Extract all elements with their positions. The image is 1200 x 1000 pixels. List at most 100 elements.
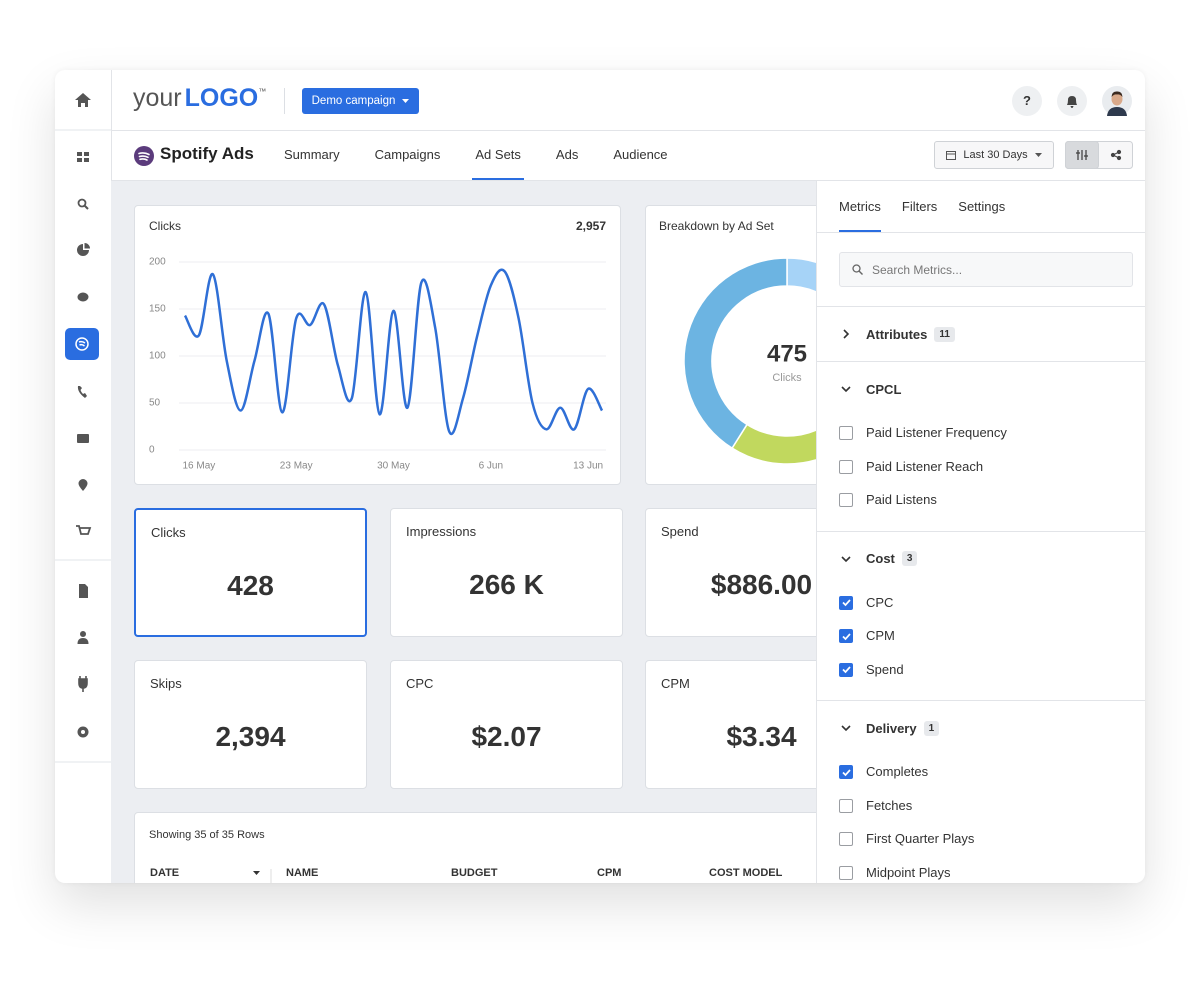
column-header[interactable]: COST MODEL — [709, 867, 783, 879]
share-button[interactable] — [1110, 149, 1122, 161]
metric-value: $2.07 — [471, 721, 542, 752]
dashboard-icon[interactable] — [77, 152, 89, 162]
metric-label: Skips — [150, 676, 182, 691]
metric-option[interactable]: Midpoint Plays — [866, 864, 951, 880]
metric-option[interactable]: Completes — [866, 764, 929, 779]
phone-icon[interactable] — [77, 386, 87, 398]
chevron[interactable] — [840, 722, 852, 734]
help-button[interactable]: ? — [1012, 86, 1042, 116]
search-icon[interactable] — [77, 198, 89, 210]
metric-option[interactable]: Paid Listens — [866, 492, 937, 507]
check-shape — [841, 666, 851, 674]
center-label: Clicks — [772, 372, 802, 384]
donut-segment — [786, 257, 816, 293]
metric-value: 428 — [227, 570, 274, 601]
x-tick-label: 13 Jun — [573, 461, 603, 472]
checkbox[interactable] — [839, 765, 853, 779]
chevron[interactable] — [840, 553, 852, 565]
chevron-shape — [843, 329, 850, 339]
brand: Spotify Ads — [160, 144, 254, 163]
column-header[interactable]: NAME — [286, 867, 319, 879]
nav-tab[interactable]: Campaigns — [374, 147, 441, 162]
user-icon[interactable] — [77, 631, 89, 644]
location-icon[interactable] — [78, 479, 88, 491]
search-box[interactable]: Search Metrics... — [839, 252, 1133, 287]
checkbox[interactable] — [839, 426, 853, 440]
metric-option[interactable]: CPM — [866, 628, 895, 643]
campaign-button[interactable]: Demo campaign — [302, 88, 419, 114]
section-header[interactable]: Cost 3 — [866, 550, 918, 568]
checkbox[interactable] — [839, 798, 853, 813]
view-buttons — [1065, 141, 1133, 169]
metric-value: 266 K — [469, 569, 544, 600]
metric-label: Clicks — [151, 525, 186, 540]
section-name: Delivery — [866, 720, 917, 736]
metric-option[interactable]: Paid Listener Reach — [866, 458, 984, 474]
nav-tab[interactable]: Ad Sets — [472, 130, 524, 180]
section-count: 3 — [901, 551, 918, 566]
logo-text: your — [133, 84, 182, 112]
column-header[interactable]: BUDGET — [451, 867, 498, 879]
chat-icon[interactable] — [77, 292, 89, 302]
checkbox[interactable] — [839, 493, 853, 507]
metric-label: CPM — [661, 676, 690, 691]
checkbox[interactable] — [839, 865, 853, 880]
metrics-panel: Metrics Filters Settings Search Metrics...… — [816, 181, 1145, 883]
x-tick-label: 23 May — [280, 461, 313, 472]
checkbox[interactable] — [839, 459, 853, 474]
check-mark — [841, 632, 851, 640]
metric-label: Impressions — [406, 524, 477, 539]
date-range-button[interactable]: Last 30 Days — [934, 141, 1054, 169]
metric-card[interactable]: Clicks 428 — [134, 508, 367, 637]
metric-option[interactable]: Fetches — [866, 797, 913, 813]
checkbox[interactable] — [839, 595, 853, 610]
date-range: Last 30 Days — [963, 149, 1028, 161]
mail-icon[interactable] — [77, 434, 89, 443]
panel-tab[interactable]: Metrics — [839, 181, 881, 232]
nav-tab[interactable]: Audience — [613, 147, 668, 162]
file-icon[interactable] — [79, 584, 88, 598]
metric-card[interactable]: Impressions 266 K — [390, 508, 623, 637]
sort-control[interactable] — [253, 869, 277, 883]
panel-tab[interactable]: Filters — [901, 199, 938, 214]
integrations-icon[interactable] — [78, 676, 88, 692]
settings-icon[interactable] — [77, 726, 89, 738]
metric-option[interactable]: Spend — [866, 661, 904, 677]
caret — [402, 99, 410, 103]
y-tick-label: 50 — [149, 398, 161, 409]
panel-tab[interactable]: Settings — [958, 199, 1006, 214]
line-chart: Clicks 2,957 0 50 100 150 200 16 May 23 May 30 … — [149, 219, 606, 472]
home-icon[interactable] — [75, 93, 91, 107]
metric-card[interactable]: CPM $3.34 — [645, 660, 816, 789]
metric-label: Spend — [661, 524, 699, 539]
column-header[interactable]: DATE — [150, 867, 180, 879]
row-count: Showing 35 of 35 Rows — [149, 829, 265, 841]
checkbox[interactable] — [839, 662, 853, 677]
section-header[interactable]: Delivery 1 — [866, 719, 940, 737]
section-header[interactable]: Attributes 11 — [866, 325, 955, 343]
checkbox[interactable] — [839, 629, 853, 643]
nav-tab[interactable]: Summary — [284, 147, 340, 162]
nav-tab[interactable]: Ads — [555, 147, 579, 162]
check-shape — [841, 768, 851, 776]
metric-card[interactable]: Spend $886.00 — [645, 508, 816, 637]
metric-option[interactable]: First Quarter Plays — [866, 831, 975, 846]
metric-card[interactable]: Skips 2,394 — [134, 660, 367, 789]
notifications-button[interactable] — [1057, 86, 1087, 116]
section-header[interactable]: CPCL — [866, 380, 901, 398]
chevron[interactable] — [840, 383, 852, 395]
metric-option[interactable]: CPC — [866, 594, 894, 610]
chevron[interactable] — [840, 328, 852, 340]
metric-card[interactable]: CPC $2.07 — [390, 660, 623, 789]
metric-option[interactable]: Paid Listener Frequency — [866, 425, 1007, 440]
panel-tabs: Metrics Filters Settings — [839, 181, 1005, 232]
avatar[interactable] — [1102, 86, 1132, 116]
table-header: DATE NAME BUDGET CPM COST MODEL — [135, 867, 816, 883]
logo-bold: LOGO — [184, 84, 259, 112]
metric-value: $886.00 — [710, 569, 813, 600]
checkbox[interactable] — [839, 832, 853, 846]
column-header[interactable]: CPM — [597, 867, 622, 879]
cart-icon[interactable] — [76, 525, 92, 535]
check-mark — [841, 599, 851, 607]
reports-icon[interactable] — [77, 243, 90, 256]
